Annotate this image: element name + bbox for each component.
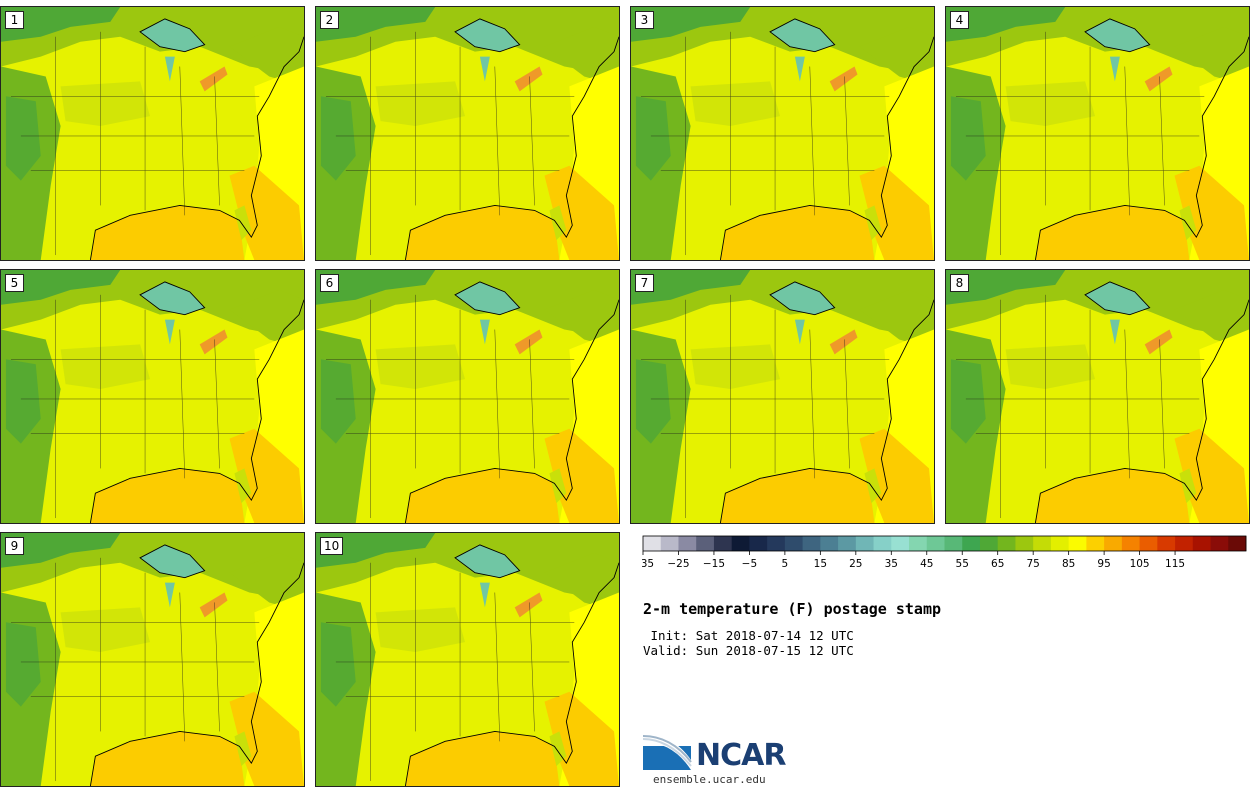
colorbar-tick-label: 115 bbox=[1165, 558, 1185, 570]
member-number-label: 2 bbox=[320, 11, 339, 29]
colorbar-swatch bbox=[1068, 536, 1087, 551]
temperature-map bbox=[1, 533, 304, 786]
temperature-map bbox=[316, 533, 619, 786]
colorbar-swatch bbox=[1121, 536, 1140, 551]
colorbar-swatch bbox=[696, 536, 715, 551]
ncar-logo[interactable]: NCAR ensemble.ucar.edu bbox=[643, 732, 803, 786]
colorbar-swatch bbox=[873, 536, 892, 551]
colorbar-tick-label: −35 bbox=[642, 558, 654, 570]
temperature-map bbox=[946, 270, 1249, 523]
colorbar-swatch bbox=[713, 536, 733, 551]
member-panel-5: 5 bbox=[0, 269, 305, 524]
colorbar-tick-label: 45 bbox=[920, 558, 933, 570]
figure-title: 2-m temperature (F) postage stamp bbox=[643, 600, 942, 618]
colorbar-swatch bbox=[855, 536, 874, 551]
temperature-map bbox=[1, 270, 304, 523]
colorbar-swatch bbox=[1210, 536, 1229, 551]
member-panel-2: 2 bbox=[315, 6, 620, 261]
member-number-label: 10 bbox=[320, 537, 344, 555]
colorbar-tick-label: 65 bbox=[991, 558, 1004, 570]
member-number-label: 3 bbox=[635, 11, 654, 29]
temperature-map bbox=[1, 7, 304, 260]
colorbar-tick-label: 5 bbox=[782, 558, 789, 570]
colorbar-swatch bbox=[838, 536, 857, 551]
colorbar-swatch bbox=[678, 536, 697, 551]
colorbar-frame bbox=[642, 535, 1247, 552]
colorbar-swatch bbox=[962, 536, 981, 551]
member-panel-6: 6 bbox=[315, 269, 620, 524]
colorbar-swatch bbox=[1157, 536, 1176, 551]
colorbar-swatch bbox=[1015, 536, 1034, 551]
valid-time-line: Valid: Sun 2018-07-15 12 UTC bbox=[643, 643, 854, 658]
colorbar-tick-label: 25 bbox=[849, 558, 862, 570]
colorbar-swatch bbox=[643, 536, 662, 551]
init-time-line: Init: Sat 2018-07-14 12 UTC bbox=[643, 628, 854, 643]
init-label: Init: bbox=[650, 628, 689, 643]
ncar-wordmark: NCAR bbox=[696, 738, 786, 773]
colorbar-swatch bbox=[1139, 536, 1158, 551]
temperature-map bbox=[316, 270, 619, 523]
member-panel-4: 4 bbox=[945, 6, 1250, 261]
ncar-url: ensemble.ucar.edu bbox=[653, 773, 766, 786]
colorbar-tick-label: −25 bbox=[667, 558, 689, 570]
member-number-label: 9 bbox=[5, 537, 24, 555]
member-panel-10: 10 bbox=[315, 532, 620, 787]
temperature-map bbox=[631, 270, 934, 523]
init-time: Sat 2018-07-14 12 UTC bbox=[695, 628, 854, 643]
temperature-map bbox=[946, 7, 1249, 260]
colorbar-swatch bbox=[802, 536, 821, 551]
colorbar-swatch bbox=[944, 536, 963, 551]
member-panel-9: 9 bbox=[0, 532, 305, 787]
colorbar-tick-label: 15 bbox=[814, 558, 827, 570]
member-number-label: 5 bbox=[5, 274, 24, 292]
colorbar-swatch bbox=[909, 536, 928, 551]
colorbar-tick-label: 75 bbox=[1026, 558, 1039, 570]
colorbar-swatch bbox=[1104, 536, 1123, 551]
colorbar-swatch bbox=[997, 536, 1016, 551]
colorbar-swatch bbox=[891, 536, 910, 551]
colorbar-tick-label: −15 bbox=[703, 558, 725, 570]
member-panel-8: 8 bbox=[945, 269, 1250, 524]
colorbar-swatch bbox=[1033, 536, 1052, 551]
member-number-label: 6 bbox=[320, 274, 339, 292]
colorbar-swatch bbox=[784, 536, 804, 551]
colorbar-swatch bbox=[1192, 536, 1211, 551]
temperature-map bbox=[316, 7, 619, 260]
colorbar-tick-label: 95 bbox=[1097, 558, 1110, 570]
colorbar-swatch bbox=[749, 536, 768, 551]
member-panel-3: 3 bbox=[630, 6, 935, 261]
colorbar-swatch bbox=[767, 536, 786, 551]
colorbar-swatch bbox=[979, 536, 999, 551]
member-number-label: 1 bbox=[5, 11, 24, 29]
colorbar-swatch bbox=[1175, 536, 1194, 551]
member-number-label: 4 bbox=[950, 11, 969, 29]
colorbar-swatch bbox=[1050, 536, 1070, 551]
temperature-colorbar: −35 −25 −15 −5 5 15 25 35 45 55 65 75 85 95 105 115 bbox=[642, 535, 1247, 570]
colorbar-swatch bbox=[820, 536, 839, 551]
colorbar-tick-label: 35 bbox=[885, 558, 898, 570]
member-number-label: 8 bbox=[950, 274, 969, 292]
colorbar-tick-label: −5 bbox=[742, 558, 757, 570]
colorbar-tick-label: 105 bbox=[1130, 558, 1150, 570]
valid-time: Sun 2018-07-15 12 UTC bbox=[695, 643, 854, 658]
member-panel-1: 1 bbox=[0, 6, 305, 261]
colorbar-swatch bbox=[1086, 536, 1105, 551]
colorbar-swatch bbox=[926, 536, 945, 551]
colorbar-swatch bbox=[660, 536, 679, 551]
ncar-swoosh-icon bbox=[643, 734, 692, 770]
colorbar-tick-label: 85 bbox=[1062, 558, 1075, 570]
member-panel-7: 7 bbox=[630, 269, 935, 524]
member-number-label: 7 bbox=[635, 274, 654, 292]
colorbar-swatch bbox=[731, 536, 750, 551]
colorbar-swatch bbox=[1228, 536, 1247, 551]
temperature-map bbox=[631, 7, 934, 260]
colorbar-tick-label: 55 bbox=[956, 558, 969, 570]
valid-label: Valid: bbox=[643, 643, 689, 658]
